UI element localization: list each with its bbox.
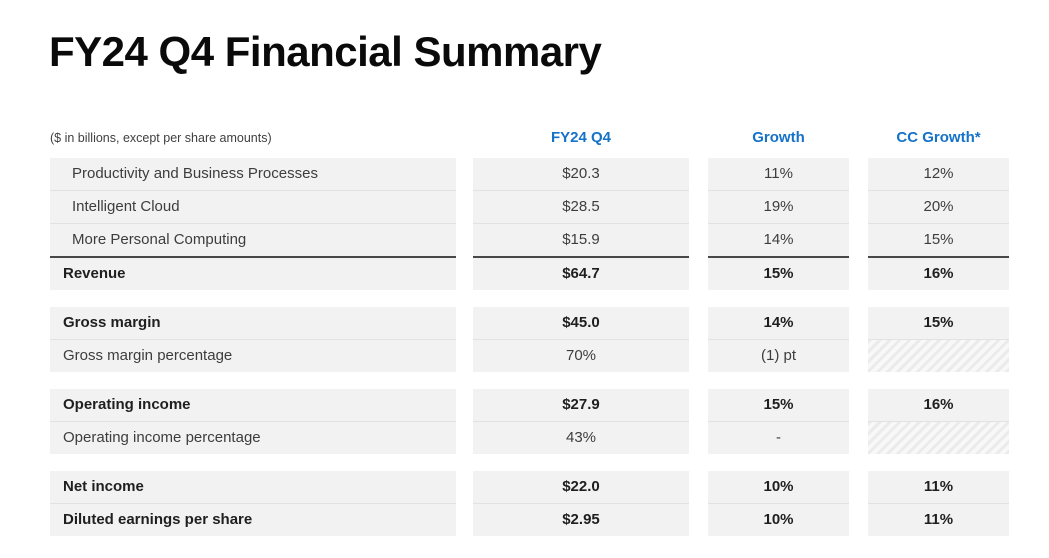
- value-cell-cc-growth: 20%: [868, 191, 1009, 224]
- page-title: FY24 Q4 Financial Summary: [49, 28, 602, 75]
- value-cell-growth: 15%: [708, 256, 849, 290]
- value-cell-cc-growth: 15%: [868, 307, 1009, 340]
- value-cell-growth: 15%: [708, 389, 849, 422]
- column-header-fy24-q4: FY24 Q4: [550, 129, 612, 146]
- value-cell-growth: (1) pt: [708, 340, 849, 372]
- value-cell-cc-growth: 11%: [868, 471, 1009, 504]
- table-header-row: ($ in billions, except per share amounts…: [50, 122, 1009, 150]
- row-label: Gross margin: [50, 307, 456, 340]
- value-cell-fy24q4: $64.7: [473, 256, 689, 290]
- value-cell-fy24q4: $22.0: [473, 471, 689, 504]
- value-cell-fy24q4: $27.9: [473, 389, 689, 422]
- value-cell-growth: 19%: [708, 191, 849, 224]
- column-header-cc-growth: CC Growth*: [896, 129, 981, 146]
- table-section-gross-margin: Gross margin $45.0 14% 15% Gross margin …: [50, 307, 1009, 372]
- value-cell-fy24q4: $2.95: [473, 504, 689, 536]
- table-row-total: Revenue $64.7 15% 16%: [50, 256, 1009, 290]
- value-cell-fy24q4: $28.5: [473, 191, 689, 224]
- table-row: Intelligent Cloud $28.5 19% 20%: [50, 191, 1009, 224]
- table-section-net-income: Net income $22.0 10% 11% Diluted earning…: [50, 471, 1009, 536]
- column-header-growth: Growth: [752, 129, 805, 146]
- table-row: Operating income $27.9 15% 16%: [50, 389, 1009, 422]
- row-label: Gross margin percentage: [50, 340, 456, 372]
- row-label: Operating income percentage: [50, 422, 456, 454]
- units-note: ($ in billions, except per share amounts…: [50, 131, 272, 145]
- table-row: More Personal Computing $15.9 14% 15%: [50, 224, 1009, 256]
- row-label: Productivity and Business Processes: [50, 158, 456, 191]
- row-label: Operating income: [50, 389, 456, 422]
- value-cell-growth: -: [708, 422, 849, 454]
- table-row: Productivity and Business Processes $20.…: [50, 158, 1009, 191]
- hatched-cell: [868, 422, 1009, 454]
- value-cell-growth: 10%: [708, 471, 849, 504]
- row-label: More Personal Computing: [50, 224, 456, 256]
- value-cell-fy24q4: 43%: [473, 422, 689, 454]
- value-cell-cc-growth: 11%: [868, 504, 1009, 536]
- financial-table: Productivity and Business Processes $20.…: [50, 158, 1009, 553]
- table-row: Gross margin $45.0 14% 15%: [50, 307, 1009, 340]
- table-row: Net income $22.0 10% 11%: [50, 471, 1009, 504]
- value-cell-fy24q4: $20.3: [473, 158, 689, 191]
- value-cell-fy24q4: $15.9: [473, 224, 689, 256]
- table-section-revenue: Productivity and Business Processes $20.…: [50, 158, 1009, 290]
- row-label: Revenue: [50, 256, 456, 290]
- value-cell-growth: 14%: [708, 307, 849, 340]
- value-cell-growth: 10%: [708, 504, 849, 536]
- value-cell-cc-growth: 16%: [868, 256, 1009, 290]
- table-row: Diluted earnings per share $2.95 10% 11%: [50, 504, 1009, 536]
- value-cell-cc-growth: 16%: [868, 389, 1009, 422]
- table-row: Operating income percentage 43% -: [50, 422, 1009, 454]
- table-row: Gross margin percentage 70% (1) pt: [50, 340, 1009, 372]
- value-cell-fy24q4: $45.0: [473, 307, 689, 340]
- value-cell-growth: 14%: [708, 224, 849, 256]
- value-cell-cc-growth: 12%: [868, 158, 1009, 191]
- table-section-operating-income: Operating income $27.9 15% 16% Operating…: [50, 389, 1009, 454]
- row-label: Diluted earnings per share: [50, 504, 456, 536]
- value-cell-cc-growth: 15%: [868, 224, 1009, 256]
- row-label: Net income: [50, 471, 456, 504]
- value-cell-fy24q4: 70%: [473, 340, 689, 372]
- row-label: Intelligent Cloud: [50, 191, 456, 224]
- hatched-cell: [868, 340, 1009, 372]
- value-cell-growth: 11%: [708, 158, 849, 191]
